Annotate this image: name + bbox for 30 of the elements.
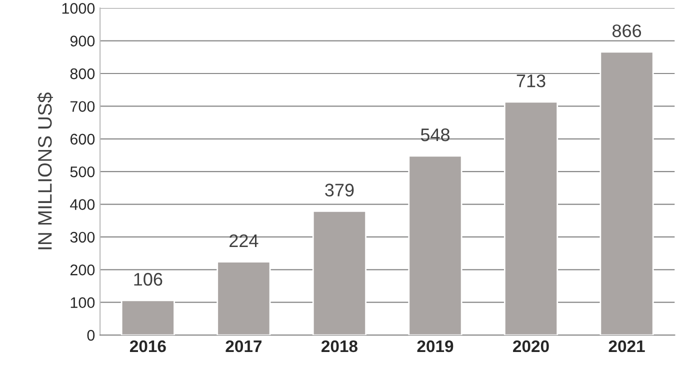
- bar: [600, 51, 654, 336]
- y-tick-label: 1000: [62, 2, 95, 14]
- x-tick-label: 2017: [226, 340, 262, 352]
- y-tick-label: 300: [70, 232, 95, 243]
- bar: [408, 155, 462, 336]
- bar: [216, 261, 271, 336]
- data-label: 224: [230, 234, 258, 247]
- bar: [312, 210, 366, 336]
- bar: [504, 101, 558, 336]
- y-tick-label: 200: [70, 264, 95, 276]
- y-tick-label: 700: [70, 101, 95, 112]
- y-tick-label: 800: [70, 68, 95, 80]
- data-label: 713: [516, 74, 546, 88]
- data-label: 379: [325, 184, 354, 196]
- data-label: 548: [420, 128, 450, 142]
- data-label: 106: [134, 272, 162, 286]
- data-label: 866: [612, 24, 642, 38]
- y-tick-label: 600: [70, 134, 95, 145]
- bar: [120, 300, 175, 336]
- x-tick-label: 2021: [608, 340, 645, 352]
- x-tick-label: 2016: [130, 340, 166, 352]
- y-axis-title: IN MILLIONS US$: [37, 92, 53, 250]
- x-tick-label: 2019: [417, 340, 454, 352]
- y-tick-label: 400: [70, 199, 95, 210]
- x-tick-label: 2018: [322, 340, 358, 352]
- y-tick-label: 100: [70, 297, 95, 308]
- y-tick-label: 500: [70, 166, 95, 178]
- y-tick-label: 0: [87, 330, 95, 341]
- y-tick-label: 900: [70, 36, 95, 46]
- x-tick-label: 2020: [513, 340, 549, 352]
